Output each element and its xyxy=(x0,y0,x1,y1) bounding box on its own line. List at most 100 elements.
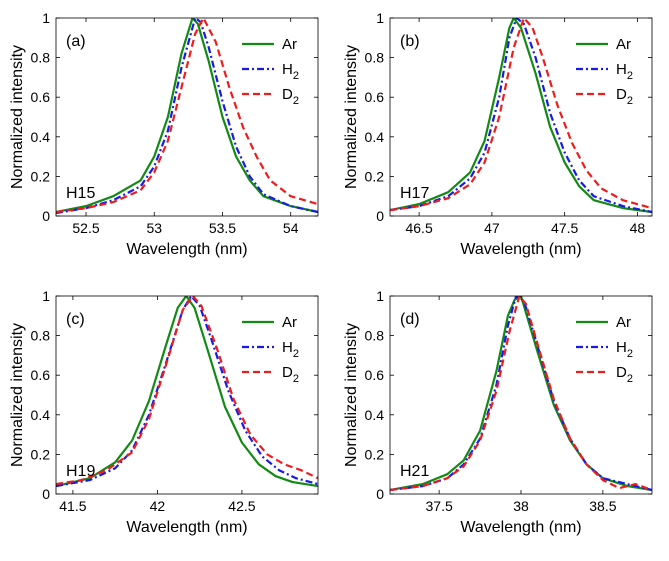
y-tick-label: 0 xyxy=(376,486,384,502)
x-tick-label: 52.5 xyxy=(72,220,99,236)
legend-label-subscript: 2 xyxy=(293,70,299,82)
x-tick-label: 38.5 xyxy=(589,498,616,514)
series-line-ar xyxy=(56,18,318,214)
legend-label-text: Ar xyxy=(282,36,297,53)
harmonic-label: H19 xyxy=(66,463,95,480)
legend-label-subscript: 2 xyxy=(293,95,299,107)
legend-label-h2: H2 xyxy=(616,61,633,82)
harmonic-label: H21 xyxy=(400,463,429,480)
y-tick-label: 0.4 xyxy=(31,407,51,423)
series-group xyxy=(390,296,652,492)
legend-label-text: D xyxy=(616,86,627,103)
panel-2: 46.5 47 47.5 48 0 0.2 0.4 0.6 0.8 1 Wavelength (nm… xyxy=(343,10,653,258)
legend-label-text: H xyxy=(282,339,293,356)
y-tick-label: 0.8 xyxy=(31,328,51,344)
legend-label-subscript: 2 xyxy=(293,373,299,385)
x-tick-label: 48 xyxy=(630,220,646,236)
x-tick-label: 54 xyxy=(283,220,299,236)
panel-label: (c) xyxy=(66,311,85,328)
series-line-d2 xyxy=(390,18,652,212)
x-tick-label: 53 xyxy=(146,220,162,236)
y-tick-label: 0.4 xyxy=(365,407,385,423)
x-tick-label: 42.5 xyxy=(228,498,255,514)
legend-label-ar: Ar xyxy=(616,36,631,53)
legend-label-subscript: 2 xyxy=(627,348,633,360)
panel-label: (b) xyxy=(400,33,420,50)
y-tick-label: 1 xyxy=(376,10,384,26)
axes-frame xyxy=(389,17,653,217)
y-tick-label: 0.6 xyxy=(31,367,51,383)
x-tick-label: 47 xyxy=(484,220,500,236)
y-tick-label: 0.8 xyxy=(365,50,385,66)
legend-label-subscript: 2 xyxy=(293,348,299,360)
y-tick-label: 0 xyxy=(376,208,384,224)
x-tick-label: 47.5 xyxy=(551,220,578,236)
series-group xyxy=(56,296,318,488)
y-tick-label: 0.2 xyxy=(365,168,385,184)
series-group xyxy=(56,18,318,215)
x-tick-label: 53.5 xyxy=(209,220,236,236)
series-line-ar xyxy=(390,296,652,492)
x-axis-label: Wavelength (nm) xyxy=(126,519,247,536)
harmonic-label: H17 xyxy=(400,185,429,202)
legend-label-subscript: 2 xyxy=(627,373,633,385)
y-tick-label: 0.2 xyxy=(31,446,51,462)
x-axis-label: Wavelength (nm) xyxy=(126,241,247,258)
legend-label-ar: Ar xyxy=(616,314,631,331)
series-group xyxy=(390,18,652,214)
y-axis-label: Normalized intensity xyxy=(9,323,26,467)
legend-label-h2: H2 xyxy=(282,61,299,82)
panel-1: 52.5 53 53.5 54 0 0.2 0.4 0.6 0.8 1 Wavelength (nm… xyxy=(9,10,319,258)
series-line-h2 xyxy=(390,296,652,492)
y-axis-label: Normalized intensity xyxy=(9,45,26,189)
y-tick-label: 0.2 xyxy=(31,168,51,184)
x-axis-label: Wavelength (nm) xyxy=(460,519,581,536)
y-tick-label: 0.8 xyxy=(31,50,51,66)
legend-label-text: D xyxy=(616,364,627,381)
legend-label-text: Ar xyxy=(616,314,631,331)
panel-3: 41.5 42 42.5 0 0.2 0.4 0.6 0.8 1 Wavelength (nm) N… xyxy=(9,288,319,536)
legend-label-text: Ar xyxy=(282,314,297,331)
legend-label-h2: H2 xyxy=(616,339,633,360)
x-tick-label: 37.5 xyxy=(426,498,453,514)
x-tick-label: 38 xyxy=(513,498,529,514)
legend-label-text: Ar xyxy=(616,36,631,53)
y-tick-label: 0.6 xyxy=(31,89,51,105)
legend-label-text: D xyxy=(282,364,293,381)
series-line-ar xyxy=(56,296,318,488)
y-tick-label: 0.6 xyxy=(365,89,385,105)
legend-label-d2: D2 xyxy=(282,86,299,107)
y-axis-label: Normalized intensity xyxy=(343,323,360,467)
y-tick-label: 1 xyxy=(376,288,384,304)
y-tick-label: 0 xyxy=(42,208,50,224)
x-tick-label: 46.5 xyxy=(405,220,432,236)
legend-label-d2: D2 xyxy=(616,86,633,107)
y-tick-label: 1 xyxy=(42,288,50,304)
series-line-h2 xyxy=(390,18,652,214)
harmonic-label: H15 xyxy=(66,185,95,202)
legend-label-subscript: 2 xyxy=(627,95,633,107)
panel-label: (d) xyxy=(400,311,420,328)
legend-label-subscript: 2 xyxy=(627,70,633,82)
series-line-d2 xyxy=(390,296,652,492)
y-tick-label: 0 xyxy=(42,486,50,502)
legend-label-text: D xyxy=(282,86,293,103)
y-tick-label: 0.4 xyxy=(365,129,385,145)
legend: Ar H2 D2 xyxy=(576,314,633,385)
legend-label-text: H xyxy=(282,61,293,78)
axes-frame xyxy=(55,17,319,217)
x-tick-label: 42 xyxy=(150,498,166,514)
legend-label-ar: Ar xyxy=(282,36,297,53)
y-tick-label: 0.2 xyxy=(365,446,385,462)
x-axis-label: Wavelength (nm) xyxy=(460,241,581,258)
legend-label-h2: H2 xyxy=(282,339,299,360)
series-line-ar xyxy=(390,18,652,214)
x-tick-label: 41.5 xyxy=(59,498,86,514)
legend-label-text: H xyxy=(616,61,627,78)
y-tick-label: 0.6 xyxy=(365,367,385,383)
